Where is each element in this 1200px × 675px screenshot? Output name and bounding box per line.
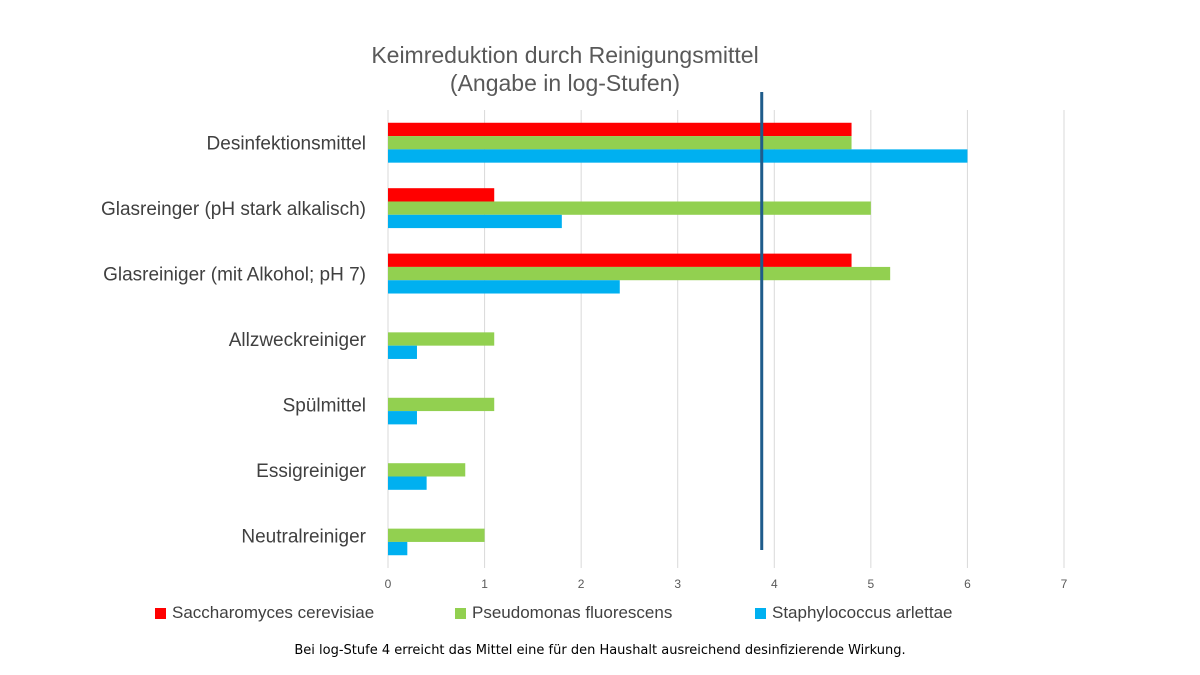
bar: [388, 411, 417, 425]
legend-label: Saccharomyces cerevisiae: [172, 603, 375, 622]
bar: [388, 476, 427, 490]
x-tick-label: 3: [674, 577, 681, 591]
category-label: Allzweckreiniger: [229, 330, 367, 351]
bar: [388, 463, 466, 477]
grid-layer: [387, 110, 1065, 568]
bar: [388, 345, 417, 359]
legend-label: Pseudomonas fluorescens: [472, 603, 673, 622]
bar: [388, 332, 495, 346]
legend-item: Saccharomyces cerevisiae: [155, 603, 374, 623]
bar: [388, 266, 891, 281]
legend-label: Staphylococcus arlettae: [772, 603, 953, 622]
bar: [388, 188, 495, 202]
x-tick-label: 4: [771, 577, 778, 591]
x-tick-label: 2: [578, 577, 585, 591]
x-tick-label: 7: [1061, 577, 1068, 591]
category-label: Glasreinger (pH stark alkalisch): [101, 199, 366, 220]
legend-swatch: [755, 607, 766, 619]
category-label: Neutralreiniger: [241, 526, 366, 547]
bar: [388, 122, 852, 137]
legend-item: Pseudomonas fluorescens: [455, 603, 672, 623]
bar: [388, 253, 852, 267]
category-label: Spülmittel: [283, 395, 366, 416]
chart-title: Keimreduktion durch Reinigungsmittel: [371, 42, 759, 68]
category-label: Desinfektionsmittel: [207, 134, 366, 155]
bar: [388, 149, 968, 163]
legend-item: Staphylococcus arlettae: [755, 603, 953, 623]
footnote: Bei log-Stufe 4 erreicht das Mittel eine…: [294, 643, 906, 658]
x-tick-label: 6: [964, 577, 971, 591]
chart-subtitle: (Angabe in log-Stufen): [449, 70, 681, 96]
bar: [388, 201, 871, 215]
bar-layer: [388, 122, 968, 556]
legend-swatch: [455, 607, 466, 619]
bar: [388, 541, 408, 556]
x-tick-label: 1: [481, 577, 488, 591]
bar: [388, 136, 852, 150]
legend-swatch: [155, 607, 166, 619]
bar: [388, 280, 620, 294]
bar: [388, 528, 485, 542]
x-tick-label-layer: 0 1 2 3 4 5 6 7: [385, 577, 1068, 591]
bar: [388, 214, 562, 229]
category-label: Essigreiniger: [256, 461, 366, 482]
category-label-layer: Desinfektionsmittel Glasreinger (pH stark…: [101, 134, 367, 548]
x-tick-label: 0: [385, 577, 392, 591]
category-label: Glasreiniger (mit Alkohol; pH 7): [103, 265, 366, 286]
bar: [388, 397, 495, 412]
legend: Saccharomyces cerevisiae Pseudomonas fluo…: [155, 603, 1055, 625]
x-tick-label: 5: [868, 577, 875, 591]
